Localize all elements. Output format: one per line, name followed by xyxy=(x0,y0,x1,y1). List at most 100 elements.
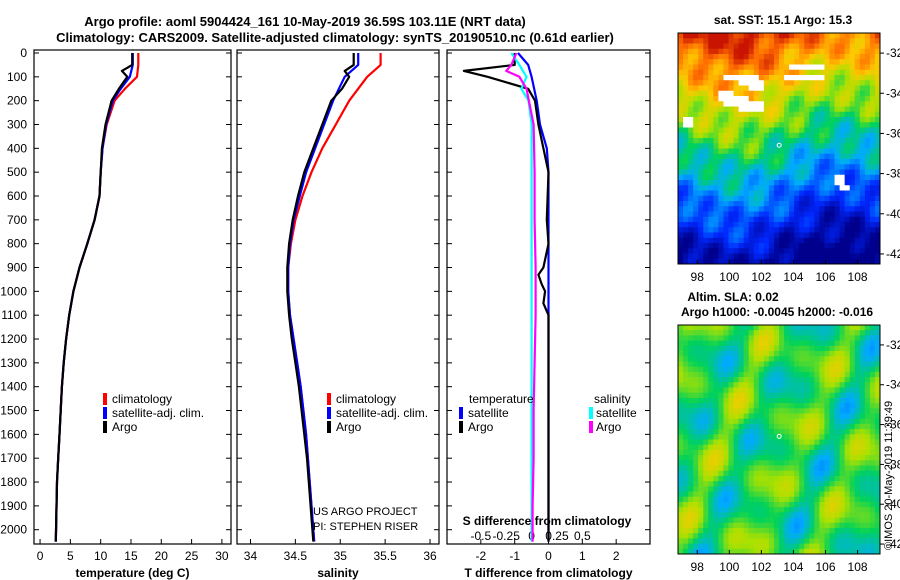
map-cell xyxy=(688,444,694,451)
map-cell xyxy=(738,366,745,373)
map-cell xyxy=(874,439,881,446)
map-cell xyxy=(864,501,871,508)
map-cell xyxy=(809,64,815,71)
map-cell xyxy=(804,335,810,342)
depth-tick-label: 1000 xyxy=(0,284,27,298)
map-cell xyxy=(723,361,729,368)
map-cell xyxy=(809,361,815,368)
depth-tick-label: 400 xyxy=(7,141,27,155)
map-cell xyxy=(688,413,694,420)
map-cell xyxy=(698,527,704,534)
x-axis-label: T difference from climatology xyxy=(464,566,632,580)
map-cell xyxy=(854,340,861,347)
map-cell xyxy=(789,54,795,60)
map-cell xyxy=(733,69,739,76)
map-cell xyxy=(784,481,790,487)
map-cell xyxy=(703,496,709,503)
map-cell xyxy=(708,159,714,165)
map-cell xyxy=(834,148,840,155)
map-cell xyxy=(849,413,856,420)
map-cell xyxy=(698,501,704,508)
map-cell xyxy=(683,444,689,451)
map-cell xyxy=(683,138,689,144)
map-cell xyxy=(733,96,739,102)
map-cell xyxy=(758,248,765,254)
map-cell xyxy=(874,153,881,160)
map-cell xyxy=(743,117,750,123)
map-cell xyxy=(718,491,724,498)
map-cell xyxy=(698,387,704,394)
map-cell xyxy=(779,486,785,492)
map-cell xyxy=(733,190,739,197)
map-cell xyxy=(688,211,694,218)
map-cell xyxy=(728,465,734,472)
map-cell xyxy=(864,216,871,223)
map-cell xyxy=(854,38,861,44)
map-cell xyxy=(718,237,724,244)
map-cell xyxy=(779,232,785,239)
map-cell xyxy=(773,418,780,425)
map-cell xyxy=(849,159,856,165)
map-cell xyxy=(728,507,734,513)
map-cell xyxy=(723,507,729,513)
map-cell xyxy=(794,460,800,466)
map-cell xyxy=(713,439,719,446)
map-cell xyxy=(768,439,775,446)
x-tick-label: 5 xyxy=(67,549,74,563)
map-cell xyxy=(869,201,876,207)
map-cell xyxy=(718,366,724,373)
map-cell xyxy=(748,127,755,134)
map-cell xyxy=(859,434,866,440)
map-cell xyxy=(773,356,780,362)
map-cell xyxy=(688,408,694,414)
map-cell xyxy=(779,460,785,466)
map-cell xyxy=(784,460,790,466)
map-cell xyxy=(723,366,729,373)
map-cell xyxy=(874,148,881,155)
map-cell xyxy=(723,496,729,503)
map-cell xyxy=(688,475,694,482)
map-cell xyxy=(768,106,775,113)
map-cell xyxy=(854,517,861,524)
map-cell xyxy=(708,185,714,191)
map-cell xyxy=(698,517,704,524)
map-cell xyxy=(779,538,785,544)
map-cell xyxy=(859,538,866,544)
map-cell xyxy=(773,345,780,352)
map-cell xyxy=(703,403,709,409)
map-cell xyxy=(743,253,750,260)
map-cell xyxy=(809,180,815,186)
map-cell xyxy=(678,475,684,482)
map-cell xyxy=(683,434,689,440)
map-cell xyxy=(874,392,881,399)
map-cell xyxy=(814,345,820,352)
map-cell xyxy=(678,460,684,466)
map-cell xyxy=(723,470,729,477)
map-cell xyxy=(763,75,770,81)
map-cell xyxy=(829,80,835,86)
map-cell xyxy=(698,38,704,44)
map-cell xyxy=(784,371,790,378)
map-cell xyxy=(748,258,755,265)
map-cell xyxy=(743,185,750,191)
map-cell xyxy=(874,325,881,331)
map-cell xyxy=(824,335,830,342)
map-cell xyxy=(723,96,729,102)
map-cell xyxy=(728,382,734,388)
map-cell xyxy=(834,486,840,492)
map-cell xyxy=(874,211,881,218)
map-cell xyxy=(748,80,755,86)
map-cell xyxy=(809,59,815,65)
map-cell xyxy=(819,211,825,218)
map-cell xyxy=(713,496,719,503)
map-cell xyxy=(743,340,750,347)
map-cell xyxy=(794,335,800,342)
map-cell xyxy=(768,517,775,524)
map-cell xyxy=(834,325,840,331)
map-cell xyxy=(693,408,699,414)
map-cell xyxy=(698,340,704,347)
map-cell xyxy=(849,111,856,118)
map-cell xyxy=(829,361,835,368)
map-cell xyxy=(869,345,876,352)
map-cell xyxy=(688,106,694,113)
